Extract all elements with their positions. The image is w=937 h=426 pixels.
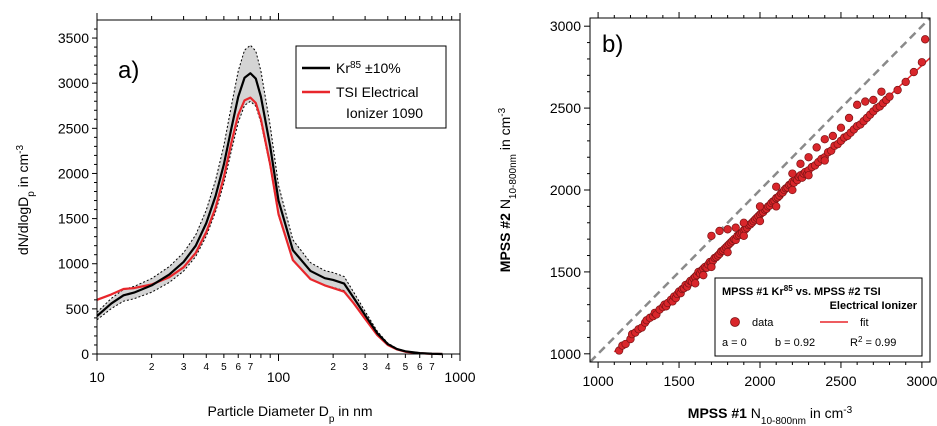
panel-b-ytick-label: 2000 bbox=[550, 182, 581, 198]
data-point bbox=[732, 224, 740, 232]
panel-b-xtick-label: 3000 bbox=[906, 373, 937, 389]
data-point bbox=[740, 232, 748, 240]
data-point bbox=[921, 35, 929, 43]
data-point bbox=[910, 68, 918, 76]
data-point bbox=[708, 232, 716, 240]
data-point bbox=[821, 157, 829, 165]
data-point bbox=[724, 226, 732, 234]
data-point bbox=[772, 183, 780, 191]
panel-b: b) MPSS #1 N10-800nm in cm-3 MPSS #2 N10… bbox=[497, 31, 853, 426]
panel-a-xtick-minor-label: 6 bbox=[235, 362, 241, 373]
data-point bbox=[870, 96, 878, 104]
data-point bbox=[878, 88, 886, 96]
data-point bbox=[813, 144, 821, 152]
panel-a-xtick-minor-label: 7 bbox=[429, 362, 435, 373]
panel-b-xtick-label: 1500 bbox=[663, 373, 694, 389]
data-point bbox=[772, 203, 780, 211]
data-point bbox=[845, 114, 853, 122]
panel-a-xtick-minor-label: 5 bbox=[403, 362, 409, 373]
panel-b-xlabel: MPSS #1 N10-800nm in cm-3 bbox=[688, 405, 853, 426]
legend-label-tsi-line1: TSI Electrical bbox=[336, 84, 418, 100]
data-point bbox=[861, 98, 869, 106]
panel-a-xtick-minor-label: 4 bbox=[203, 362, 209, 373]
data-point bbox=[902, 78, 910, 86]
data-point bbox=[805, 171, 813, 179]
data-point bbox=[829, 132, 837, 140]
data-point bbox=[837, 124, 845, 132]
panel-a-legend: Kr85 ±10% TSI Electrical Ionizer 1090 bbox=[296, 46, 446, 128]
panel-a-xtick-minor-label: 2 bbox=[330, 362, 336, 373]
panel-b-label: b) bbox=[602, 31, 623, 58]
data-point bbox=[797, 160, 805, 168]
panel-a-xtick-label: 100 bbox=[267, 369, 291, 385]
panel-b-ylabel: MPSS #2 N10-800nm in cm-3 bbox=[497, 107, 519, 272]
panel-b-ytick-label: 2500 bbox=[550, 100, 581, 116]
panel-a-ytick-label: 2500 bbox=[58, 120, 89, 136]
data-point bbox=[700, 271, 708, 279]
data-point bbox=[756, 217, 764, 225]
panel-a-xtick-minor-label: 6 bbox=[417, 362, 423, 373]
panel-a-xtick-minor-label: 4 bbox=[385, 362, 391, 373]
panel-a-ylabel: dN/dlogDp in cm-3 bbox=[15, 144, 37, 255]
data-point bbox=[789, 186, 797, 194]
data-point bbox=[886, 93, 894, 101]
data-point bbox=[724, 248, 732, 256]
panel-a-ytick-label: 1500 bbox=[58, 211, 89, 227]
panel-a-ytick-label: 500 bbox=[66, 301, 90, 317]
legend-stats-r2: R2 = 0.99 bbox=[850, 335, 896, 350]
panel-a-ytick-label: 1000 bbox=[58, 256, 89, 272]
panel-a-xtick-minor-label: 3 bbox=[181, 362, 187, 373]
panel-a-xtick-minor-label: 3 bbox=[362, 362, 368, 373]
data-point bbox=[821, 135, 829, 143]
legend-stats-a: a = 0 bbox=[722, 337, 747, 349]
data-point bbox=[708, 263, 716, 271]
data-point bbox=[716, 227, 724, 235]
panel-b-legend: MPSS #1 Kr85 vs. MPSS #2 TSI Electrical … bbox=[715, 278, 922, 356]
legend-marker-data bbox=[731, 318, 740, 327]
data-point bbox=[740, 219, 748, 227]
legend-stats-b: b = 0.92 bbox=[775, 337, 815, 349]
panel-a-xtick-label: 10 bbox=[89, 369, 105, 385]
panel-a-ytick-label: 0 bbox=[81, 346, 89, 362]
panel-b-xtick-label: 2500 bbox=[825, 373, 856, 389]
panel-a-ytick-label: 2000 bbox=[58, 165, 89, 181]
panel-a-xtick-label: 1000 bbox=[444, 369, 475, 385]
data-point bbox=[805, 153, 813, 161]
panel-b-legend-title-line1: MPSS #1 Kr85 vs. MPSS #2 TSI bbox=[722, 284, 881, 299]
legend-label-fit: fit bbox=[860, 317, 869, 329]
data-point bbox=[918, 58, 926, 66]
data-point bbox=[789, 170, 797, 178]
legend-label-kr85: Kr85 ±10% bbox=[336, 60, 401, 77]
panel-b-xtick-label: 2000 bbox=[744, 373, 775, 389]
panel-b-legend-title-line2: Electrical Ionizer bbox=[830, 300, 918, 312]
data-point bbox=[894, 86, 902, 94]
panel-a-ytick-label: 3000 bbox=[58, 75, 89, 91]
legend-label-tsi-line2: Ionizer 1090 bbox=[346, 105, 423, 121]
data-point bbox=[691, 280, 699, 288]
panel-a-xtick-minor-label: 2 bbox=[149, 362, 155, 373]
panel-a-xlabel: Particle Diameter Dp in nm bbox=[207, 403, 372, 425]
panel-b-ytick-label: 1500 bbox=[550, 264, 581, 280]
panel-a-xtick-minor-label: 5 bbox=[221, 362, 227, 373]
panel-a-label: a) bbox=[118, 57, 139, 84]
panel-a-xtick-minor-label: 7 bbox=[248, 362, 254, 373]
panel-a-ytick-label: 3500 bbox=[58, 30, 89, 46]
legend-label-data: data bbox=[752, 317, 774, 329]
panel-b-ytick-label: 3000 bbox=[550, 18, 581, 34]
data-point bbox=[853, 101, 861, 109]
data-point bbox=[756, 203, 764, 211]
panel-b-xtick-label: 1000 bbox=[583, 373, 614, 389]
panel-b-ytick-label: 1000 bbox=[550, 346, 581, 362]
